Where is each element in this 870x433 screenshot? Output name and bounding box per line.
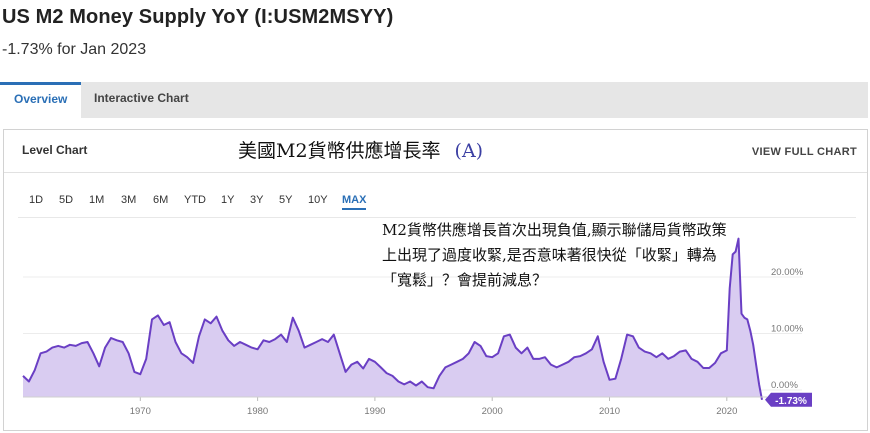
range-5y[interactable]: 5Y <box>279 194 293 206</box>
range-3y[interactable]: 3Y <box>250 194 264 206</box>
range-3m[interactable]: 3M <box>121 194 137 206</box>
range-6m[interactable]: 6M <box>153 194 169 206</box>
latest-value-subtitle: -1.73% for Jan 2023 <box>2 41 147 58</box>
x-tick-label: 2020 <box>716 406 737 417</box>
y-tick-label: 0.00% <box>771 380 798 391</box>
range-1y[interactable]: 1Y <box>221 194 235 206</box>
x-tick-label: 2000 <box>482 406 503 417</box>
x-tick-label: 2010 <box>599 406 620 417</box>
annotation-title: 美國M2貨幣供應增長率 (A) <box>238 136 483 163</box>
series-line <box>22 237 763 400</box>
range-ytd[interactable]: YTD <box>184 194 206 206</box>
series-area <box>23 238 762 400</box>
range-1m[interactable]: 1M <box>89 194 105 206</box>
last-value-badge <box>765 392 812 407</box>
range-10y[interactable]: 10Y <box>308 194 328 206</box>
x-tick-label: 1980 <box>247 406 268 417</box>
card-title: Level Chart <box>22 143 88 157</box>
page-title: US M2 Money Supply YoY (I:USM2MSYY) <box>2 6 394 28</box>
x-tick-label: 1970 <box>130 406 151 417</box>
y-tick-label: 20.00% <box>771 267 804 278</box>
annotation-body: M2貨幣供應增長首次出現負值,顯示聯儲局貨幣政策上出現了過度收緊,是否意味著很快… <box>382 221 727 289</box>
tab-bar: Overview Interactive Chart <box>0 82 868 118</box>
range-1d[interactable]: 1D <box>29 194 44 206</box>
annotation-title-text: 美國M2貨幣供應增長率 <box>238 140 441 162</box>
last-value-label: -1.73% <box>775 396 807 407</box>
y-tick-label: 10.00% <box>771 324 804 335</box>
annotation-letter: (A) <box>454 140 484 162</box>
range-max[interactable]: MAX <box>342 194 367 210</box>
card-divider <box>4 172 867 173</box>
range-divider <box>18 217 856 218</box>
tab-overview[interactable]: Overview <box>0 82 82 118</box>
range-5d[interactable]: 5D <box>59 194 74 206</box>
x-tick-label: 1990 <box>364 406 385 417</box>
tab-interactive-chart[interactable]: Interactive Chart <box>94 91 189 105</box>
view-full-chart-link[interactable]: VIEW FULL CHART <box>751 146 857 158</box>
